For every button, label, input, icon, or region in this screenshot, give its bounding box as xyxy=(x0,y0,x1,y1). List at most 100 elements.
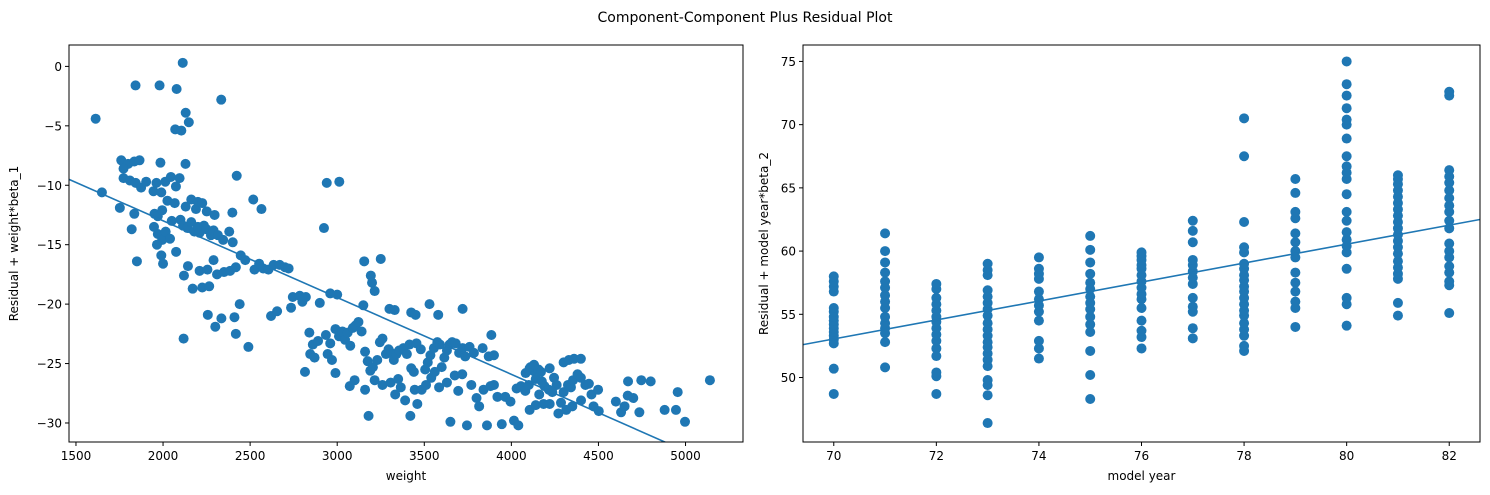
weight-point xyxy=(151,177,162,188)
model-year-point xyxy=(1290,237,1301,248)
weight-point xyxy=(400,395,411,406)
model-year-point xyxy=(1341,79,1352,90)
weight-point xyxy=(208,255,219,266)
weight-point xyxy=(405,410,416,421)
weight-point xyxy=(408,366,419,377)
model-year-point xyxy=(1085,257,1096,268)
model-year-point xyxy=(1136,247,1147,258)
model-year-x-tick-label: 70 xyxy=(826,449,841,463)
model-year-point xyxy=(1085,277,1096,288)
weight-point xyxy=(177,57,188,68)
weight-point xyxy=(401,349,412,360)
weight-point xyxy=(390,389,401,400)
weight-y-tick-label: −15 xyxy=(37,238,62,252)
model-year-fit-line xyxy=(803,218,1480,346)
model-year-point xyxy=(1444,200,1455,211)
model-year-x-tick-label: 78 xyxy=(1236,449,1251,463)
weight-point xyxy=(148,186,159,197)
model-year-x-tick-label: 74 xyxy=(1031,449,1046,463)
weight-point xyxy=(320,330,331,341)
weight-point xyxy=(202,309,213,320)
weight-point xyxy=(216,94,227,105)
weight-point xyxy=(180,158,191,169)
weight-point xyxy=(182,261,193,272)
model-year-point xyxy=(1444,215,1455,226)
model-year-point xyxy=(1085,369,1096,380)
weight-point xyxy=(154,80,165,91)
model-year-point xyxy=(1444,185,1455,196)
model-year-y-tick-label: 75 xyxy=(781,55,796,69)
weight-point xyxy=(209,209,220,220)
weight-point xyxy=(171,83,182,94)
weight-point xyxy=(567,401,578,412)
weight-point xyxy=(183,117,194,128)
weight-point xyxy=(449,370,460,381)
model-year-y-tick-label: 65 xyxy=(781,181,796,195)
weight-point xyxy=(628,393,639,404)
weight-point xyxy=(636,375,647,386)
model-year-point xyxy=(880,276,891,287)
model-year-point xyxy=(1444,238,1455,249)
model-year-point xyxy=(828,363,839,374)
weight-x-tick-label: 4000 xyxy=(496,449,527,463)
model-year-point xyxy=(1187,301,1198,312)
model-year-point xyxy=(1033,286,1044,297)
weight-point xyxy=(230,262,241,273)
weight-point xyxy=(231,170,242,181)
model-year-point xyxy=(1341,133,1352,144)
weight-point xyxy=(187,283,198,294)
weight-point xyxy=(434,382,445,393)
model-year-point xyxy=(1239,217,1250,228)
model-year-y-tick-label: 55 xyxy=(781,308,796,322)
weight-point xyxy=(424,299,435,310)
model-year-point xyxy=(1085,268,1096,279)
model-year-point xyxy=(1444,86,1455,97)
weight-point xyxy=(468,347,479,358)
panel-weight: 1500 2000 2500 3000 3500 4000 4500 5000 0 −5 −10 −1… xyxy=(7,44,744,483)
weight-point xyxy=(576,395,587,406)
weight-point xyxy=(286,302,297,313)
weight-point xyxy=(412,398,423,409)
weight-point xyxy=(360,384,371,395)
weight-point xyxy=(216,313,227,324)
weight-y-tick-label: −5 xyxy=(44,119,62,133)
model-year-point xyxy=(931,343,942,354)
model-year-point xyxy=(1290,321,1301,332)
weight-point xyxy=(313,335,324,346)
weight-point xyxy=(544,398,555,409)
model-year-point xyxy=(1341,189,1352,200)
weight-point xyxy=(218,234,229,245)
model-year-point xyxy=(880,228,891,239)
model-year-y-tick-label: 50 xyxy=(781,371,796,385)
weight-point xyxy=(158,258,169,269)
model-year-point xyxy=(1290,228,1301,239)
weight-point xyxy=(481,420,492,431)
model-year-x-axis-label: model year xyxy=(1108,469,1176,483)
model-year-point xyxy=(931,367,942,378)
weight-point xyxy=(229,312,240,323)
weight-point xyxy=(248,194,259,205)
weight-point xyxy=(227,207,238,218)
model-year-point xyxy=(1033,335,1044,346)
weight-point xyxy=(180,107,191,118)
weight-point xyxy=(553,408,564,419)
weight-point xyxy=(544,363,555,374)
weight-point xyxy=(360,346,371,357)
weight-point xyxy=(471,393,482,404)
model-year-point xyxy=(1187,215,1198,226)
weight-point xyxy=(126,224,137,235)
model-year-x-tick-label: 72 xyxy=(929,449,944,463)
model-year-point xyxy=(931,292,942,303)
weight-point xyxy=(672,387,683,398)
model-year-point xyxy=(982,285,993,296)
weight-point xyxy=(130,80,141,91)
model-year-point xyxy=(1290,206,1301,217)
weight-y-tick-label: −20 xyxy=(37,298,62,312)
model-year-point xyxy=(1033,315,1044,326)
weight-point xyxy=(230,328,241,339)
weight-point xyxy=(496,419,507,430)
model-year-point xyxy=(1341,320,1352,331)
panel-model-year: 70 72 74 76 78 80 82 50 55 60 65 70 75 model year Resi… xyxy=(757,44,1481,483)
weight-point xyxy=(224,226,235,237)
